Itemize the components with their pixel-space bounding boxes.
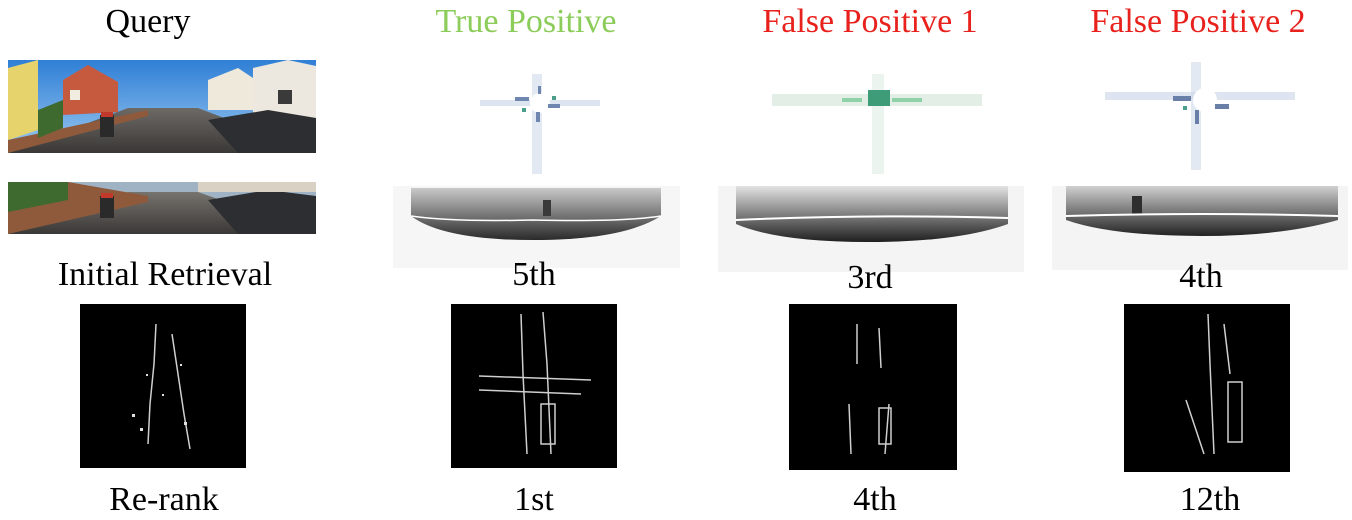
false-positive-2-range-image bbox=[1052, 186, 1348, 270]
rank-rerank-true-positive: 1st bbox=[514, 481, 554, 518]
rank-initial-false-positive-2: 4th bbox=[1179, 258, 1223, 295]
query-bev-image bbox=[80, 304, 246, 468]
header-true-positive: True Positive bbox=[435, 3, 617, 40]
query-camera-image bbox=[8, 60, 316, 153]
true-positive-bev-image bbox=[451, 304, 617, 468]
label-initial-retrieval: Initial Retrieval bbox=[57, 256, 273, 293]
rank-rerank-false-positive-2: 12th bbox=[1179, 481, 1241, 518]
false-positive-2-pointcloud bbox=[1095, 60, 1305, 175]
query-camera-image-cropped bbox=[8, 182, 316, 234]
rank-initial-false-positive-1: 3rd bbox=[847, 259, 893, 296]
rank-rerank-false-positive-1: 4th bbox=[853, 481, 897, 518]
header-false-positive-2: False Positive 2 bbox=[1090, 3, 1306, 40]
true-positive-pointcloud bbox=[460, 72, 620, 182]
false-positive-1-pointcloud bbox=[752, 72, 1002, 182]
false-positive-1-bev-image bbox=[789, 304, 957, 470]
false-positive-2-bev-image bbox=[1124, 304, 1290, 472]
true-positive-range-image bbox=[393, 186, 680, 268]
label-re-rank: Re-rank bbox=[109, 481, 219, 518]
header-query: Query bbox=[105, 3, 191, 40]
header-false-positive-1: False Positive 1 bbox=[762, 3, 978, 40]
false-positive-1-range-image bbox=[718, 186, 1024, 272]
rank-initial-true-positive: 5th bbox=[512, 256, 556, 293]
